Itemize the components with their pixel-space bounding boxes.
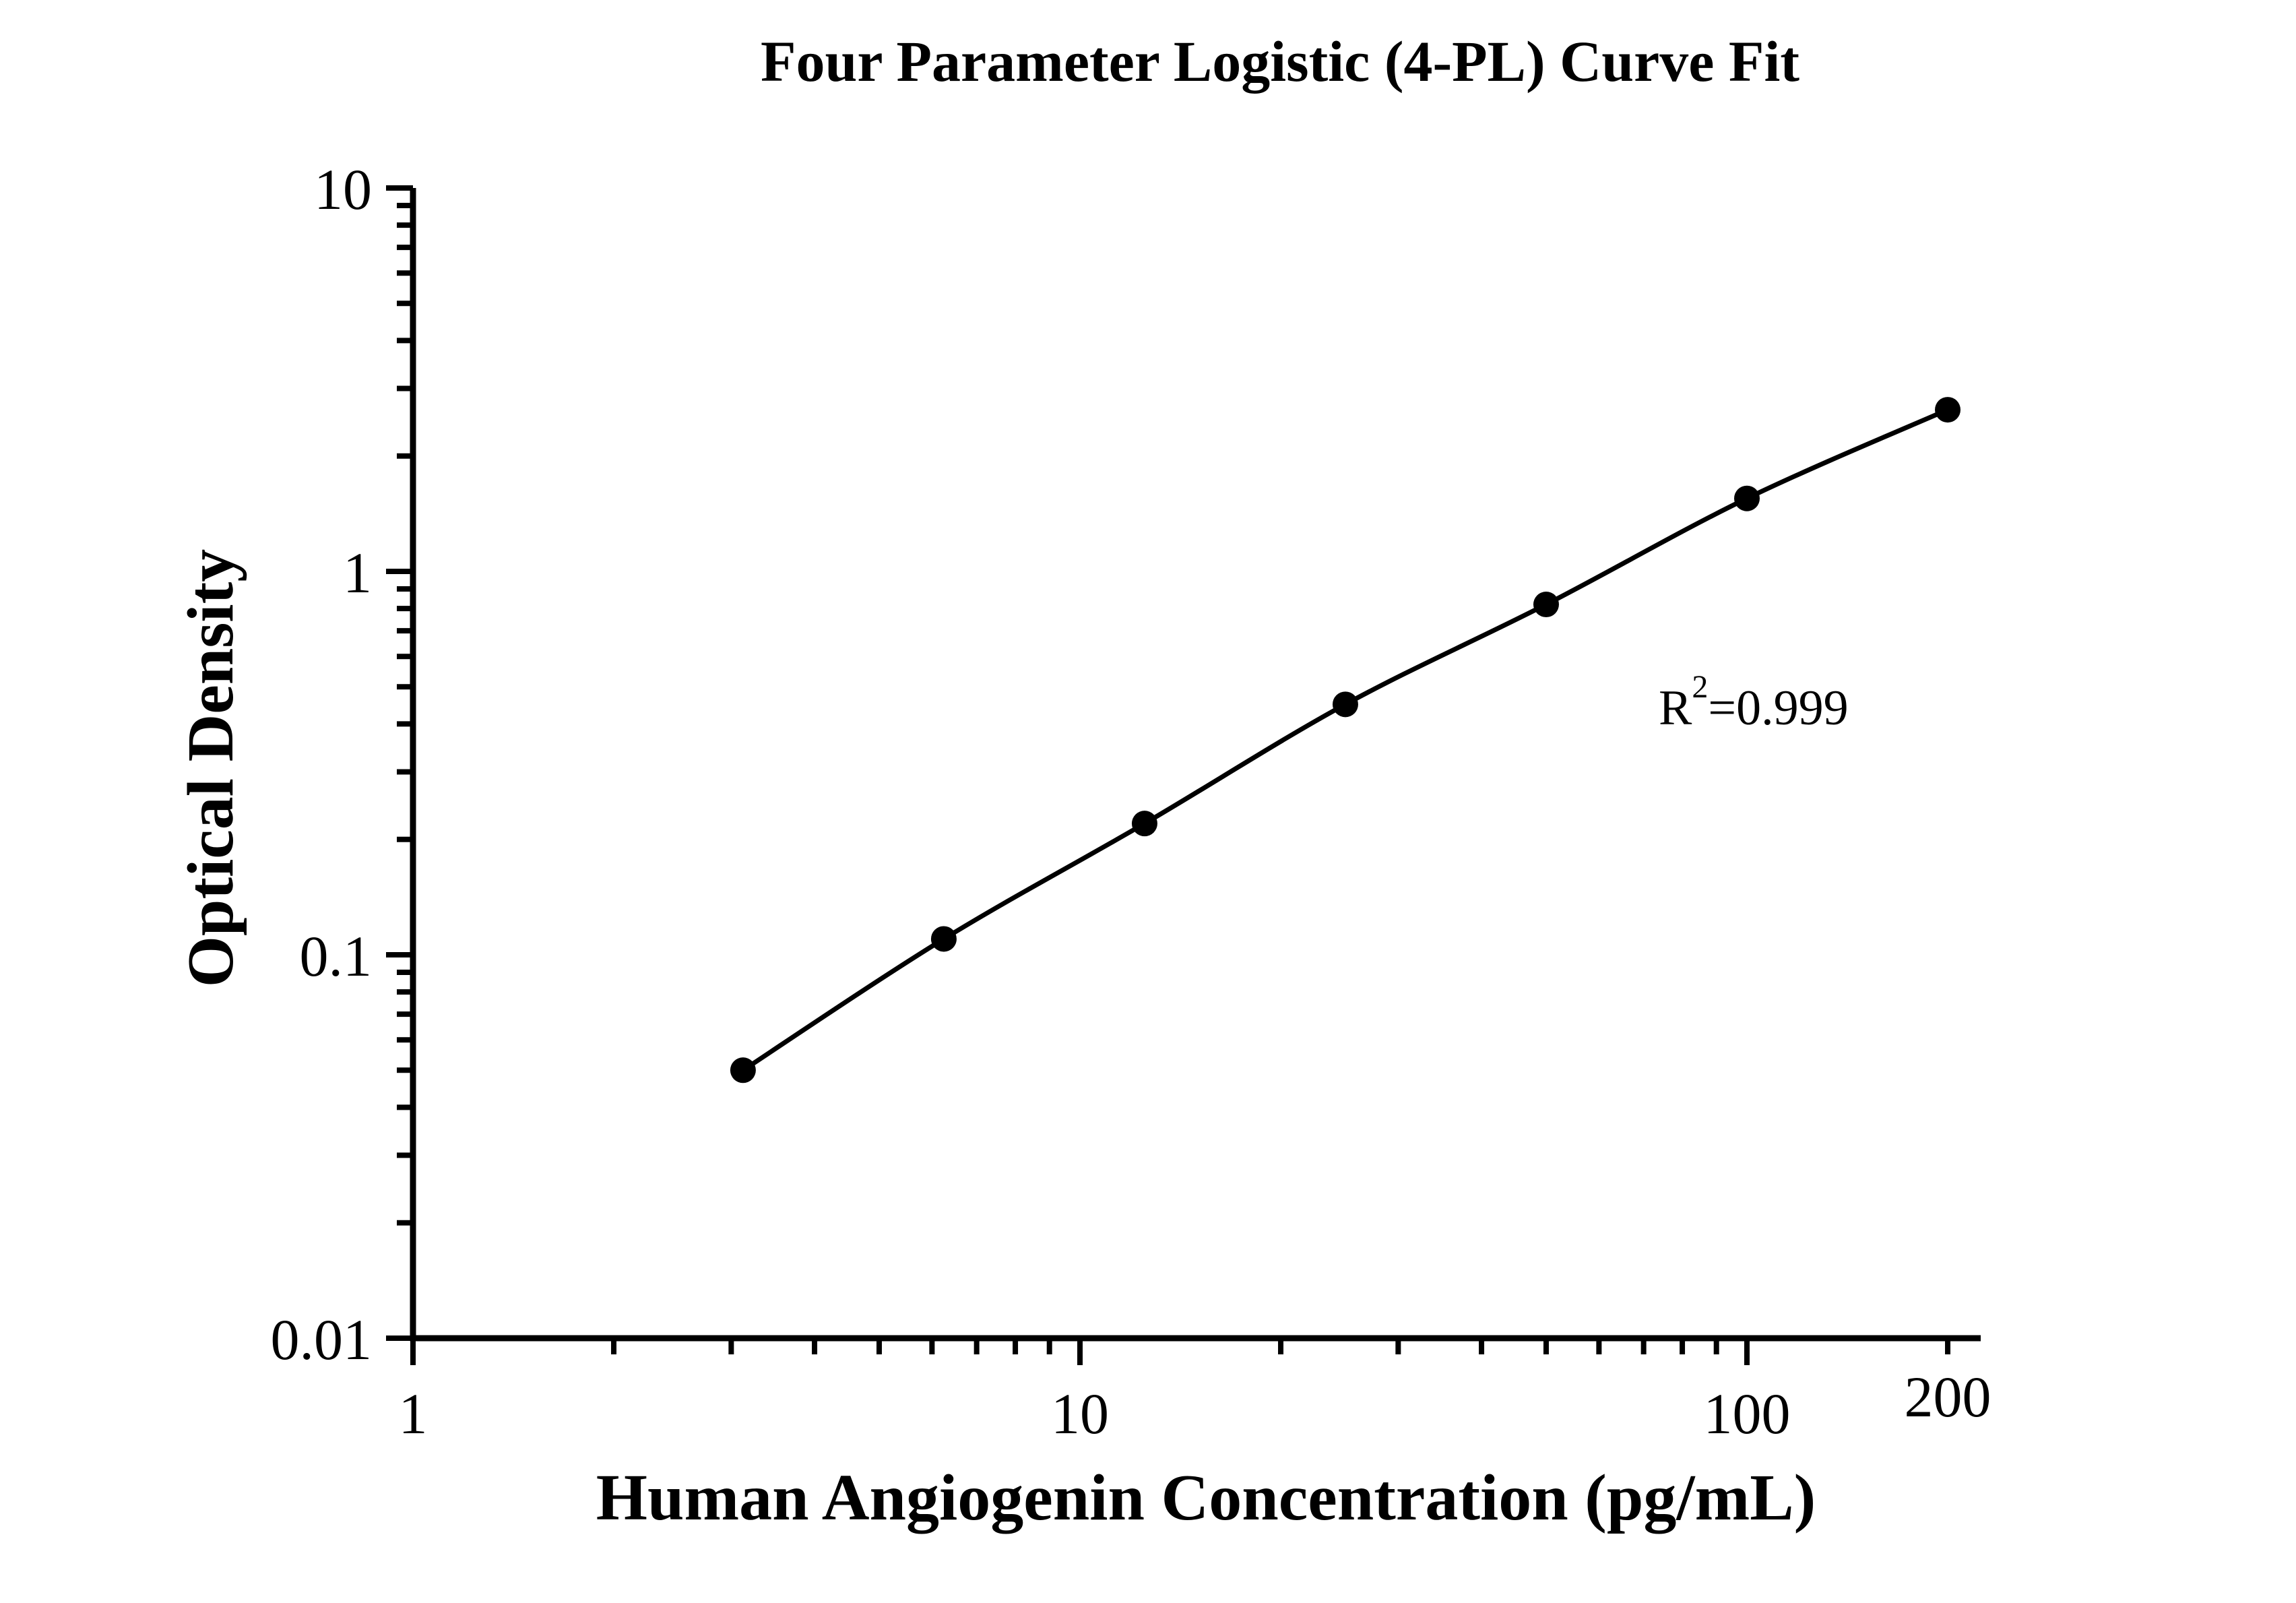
y-axis	[386, 185, 416, 1342]
y-tick-label: 0.1	[300, 924, 373, 988]
y-tick-label: 10	[314, 157, 372, 222]
x-tick-label: 100	[1704, 1381, 1791, 1446]
r-squared-base: R	[1659, 681, 1692, 736]
x-tick-label: 1	[399, 1381, 428, 1446]
r-squared-superscript: 2	[1692, 669, 1708, 705]
x-tick-label: 200	[1905, 1364, 1991, 1429]
chart-title: Four Parameter Logistic (4-PL) Curve Fit	[761, 29, 1799, 94]
y-tick-label: 1	[343, 540, 372, 605]
fit-curve-line	[741, 407, 1949, 1073]
x-tick-label: 10	[1051, 1381, 1109, 1446]
data-point-marker	[1131, 811, 1157, 837]
data-point-marker	[930, 926, 957, 952]
r-squared-annotation: R2=0.999	[1659, 669, 1849, 736]
data-point-marker	[730, 1057, 756, 1083]
x-axis-tick-labels: 1 10 100 200	[399, 1364, 1991, 1446]
data-point-marker	[1734, 485, 1760, 511]
r-squared-rest: =0.999	[1708, 681, 1848, 736]
x-axis	[410, 1335, 1981, 1365]
y-tick-label: 0.01	[271, 1307, 373, 1372]
data-point-marker	[1332, 691, 1358, 718]
data-point-marker	[1533, 592, 1559, 618]
y-axis-label: Optical Density	[174, 549, 247, 988]
x-axis-label: Human Angiogenin Concentration (pg/mL)	[596, 1461, 1816, 1534]
data-points	[730, 397, 1961, 1083]
data-point-marker	[1935, 397, 1961, 423]
y-axis-tick-labels: 10 1 0.1 0.01	[271, 157, 373, 1372]
